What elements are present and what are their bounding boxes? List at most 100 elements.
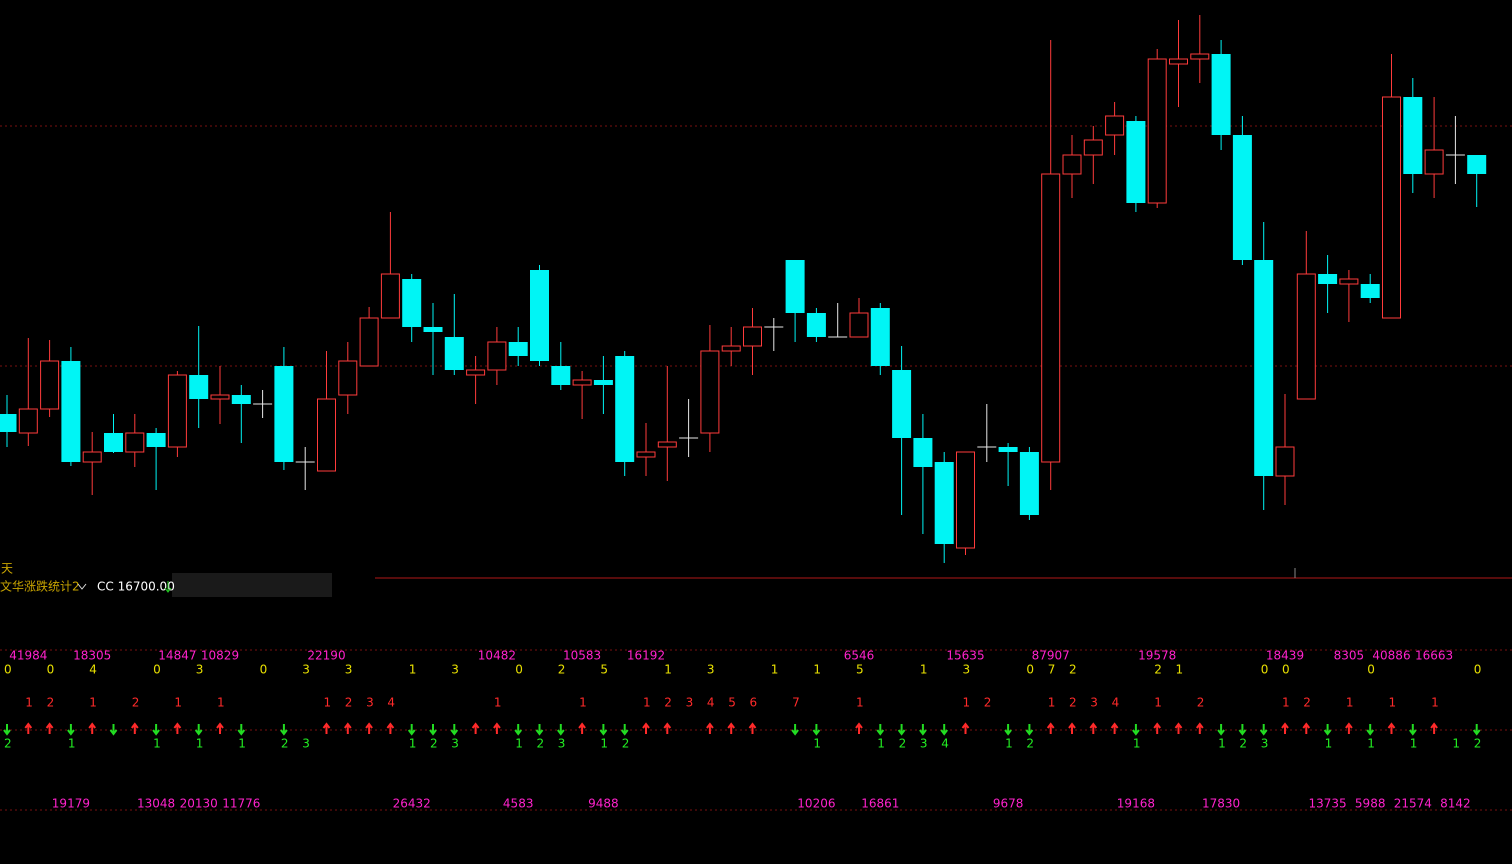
bottom-volume: 4583: [503, 797, 534, 811]
down-count: 1: [1325, 737, 1333, 751]
streak-reset: 0: [260, 663, 268, 677]
streak-reset: 5: [856, 663, 864, 677]
candle-body: [956, 451, 975, 549]
down-count: 2: [899, 737, 907, 751]
up-arrow: [855, 722, 863, 734]
up-count: 1: [1346, 696, 1354, 710]
blurred-area: [172, 573, 332, 597]
up-count: 3: [686, 696, 694, 710]
candle-body: [1083, 139, 1103, 156]
streak-reset: 1: [409, 663, 417, 677]
up-arrow: [961, 722, 970, 734]
candle-body: [423, 327, 443, 332]
streak-reset: 5: [600, 663, 608, 677]
bottom-volume: 10206: [797, 797, 835, 811]
streak-reset: 4: [89, 663, 97, 677]
bottom-volume: 9678: [993, 797, 1024, 811]
down-arrow: [109, 724, 118, 736]
candle-body: [1424, 149, 1444, 175]
up-count: 1: [1154, 696, 1162, 710]
candle-body: [572, 379, 592, 386]
up-arrow: [748, 722, 757, 734]
bottom-volume: 5988: [1355, 797, 1386, 811]
candle-body: [338, 360, 358, 396]
candle-body: [231, 395, 251, 404]
candle-body: [125, 432, 145, 453]
candle-body: [18, 408, 38, 434]
streak-reset: 0: [1261, 663, 1269, 677]
down-arrow: [876, 724, 885, 736]
down-count: 1: [515, 737, 523, 751]
up-arrow: [173, 722, 182, 734]
down-count: 4: [941, 737, 949, 751]
down-arrow: [237, 724, 246, 736]
candle-body: [636, 451, 656, 458]
candle-body: [785, 260, 805, 313]
streak-reset: 0: [4, 663, 12, 677]
candle-body: [657, 441, 677, 448]
up-arrow: [1196, 722, 1204, 734]
streak-reset: 3: [345, 663, 353, 677]
top-volume: 18305: [73, 649, 111, 663]
up-arrow: [131, 722, 139, 734]
down-arrow: [1217, 724, 1225, 736]
candle-body: [1126, 121, 1146, 203]
up-count: 1: [25, 696, 33, 710]
top-volume: 14847: [158, 649, 196, 663]
down-arrow: [429, 724, 437, 736]
streak-reset: 1: [664, 663, 672, 677]
up-count: 1: [217, 696, 225, 710]
down-count: 1: [1218, 737, 1226, 751]
up-count: 4: [1112, 696, 1120, 710]
down-count: 2: [622, 737, 630, 751]
streak-reset: 1: [1176, 663, 1184, 677]
candle-body: [167, 374, 187, 448]
candle-body: [1339, 278, 1359, 285]
streak-reset: 0: [1367, 663, 1375, 677]
candle-body: [1169, 58, 1188, 65]
down-arrow: [1472, 724, 1481, 736]
candle-body: [61, 361, 81, 462]
dropdown-chevron[interactable]: [77, 583, 87, 590]
down-count: 1: [1367, 737, 1375, 751]
up-count: 6: [750, 696, 758, 710]
top-volume: 10829: [201, 649, 239, 663]
candle-body: [380, 273, 400, 319]
up-arrow: [386, 722, 395, 734]
bottom-volume: 16861: [861, 797, 899, 811]
up-count: 3: [1090, 696, 1098, 710]
streak-reset: 0: [1282, 663, 1290, 677]
bottom-volume: 19168: [1117, 797, 1155, 811]
candle-body: [743, 326, 762, 347]
down-count: 2: [537, 737, 545, 751]
up-count: 1: [89, 696, 97, 710]
down-arrow: [557, 724, 565, 736]
candle-body: [1467, 155, 1487, 174]
candle-body: [487, 341, 507, 371]
up-arrow: [706, 722, 714, 734]
candle-body: [849, 312, 869, 338]
up-arrow: [45, 722, 54, 734]
bottom-volume: 20130: [180, 797, 218, 811]
up-arrow: [216, 722, 224, 734]
up-count: 2: [132, 696, 140, 710]
top-volume: 10482: [478, 649, 516, 663]
candle-body: [82, 451, 102, 463]
down-arrow: [940, 724, 948, 736]
down-count: 1: [238, 737, 246, 751]
down-arrow: [1259, 724, 1268, 736]
indicator-name[interactable]: 文华涨跌统计2: [0, 579, 80, 594]
bottom-volume: 19179: [52, 797, 90, 811]
top-volume: 10583: [563, 649, 601, 663]
candle-body: [317, 398, 336, 472]
candle-body: [1360, 284, 1380, 298]
down-count: 2: [430, 737, 438, 751]
down-count: 3: [451, 737, 459, 751]
up-count: 1: [494, 696, 502, 710]
up-count: 5: [728, 696, 736, 710]
up-arrow: [365, 722, 373, 734]
up-arrow: [1302, 722, 1311, 734]
candle-body: [189, 375, 209, 399]
period-label: 天: [1, 562, 13, 576]
